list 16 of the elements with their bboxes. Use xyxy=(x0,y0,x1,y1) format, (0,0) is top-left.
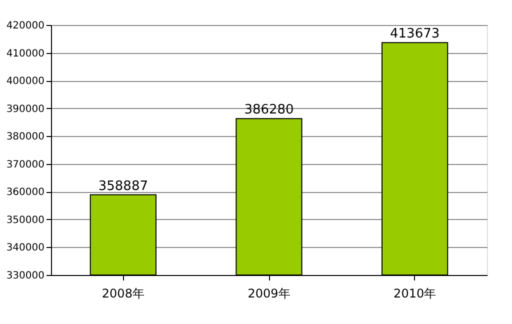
y-tick-label: 350000 xyxy=(6,214,44,226)
y-tick-label: 400000 xyxy=(6,76,44,88)
x-tick-label: 2008年 xyxy=(102,286,144,300)
x-tick-label: 2009年 xyxy=(248,286,290,300)
data-label: 413673 xyxy=(390,26,440,42)
y-tick-label: 420000 xyxy=(6,20,44,32)
x-tick-label: 2010年 xyxy=(394,286,436,300)
data-label: 386280 xyxy=(244,102,294,118)
y-tick-label: 380000 xyxy=(6,132,44,143)
y-tick-label: 410000 xyxy=(6,48,44,60)
data-label: 358887 xyxy=(98,178,148,194)
y-tick-label: 340000 xyxy=(6,242,44,254)
y-tick-label: 370000 xyxy=(6,159,44,170)
y-tick-label: 360000 xyxy=(6,187,44,198)
y-tick-label: 390000 xyxy=(6,104,44,115)
y-tick-label: 330000 xyxy=(6,270,44,282)
